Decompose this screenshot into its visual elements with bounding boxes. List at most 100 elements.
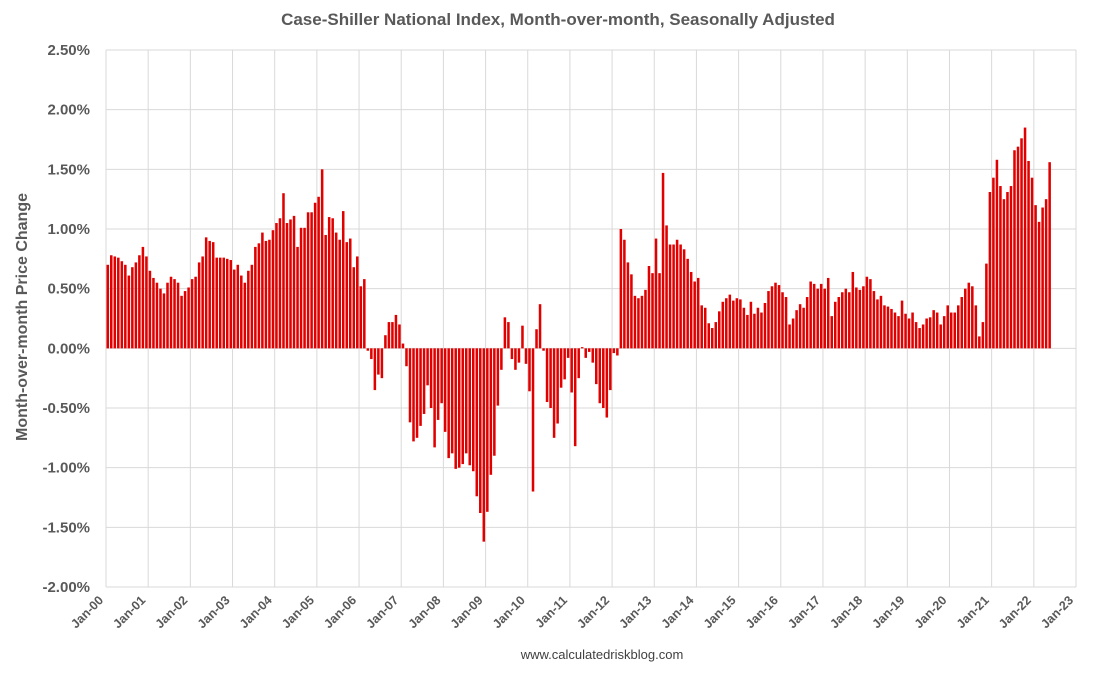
- bar: [352, 267, 356, 349]
- bar: [429, 348, 433, 408]
- bar: [545, 348, 549, 403]
- bar: [872, 291, 876, 349]
- bar: [999, 186, 1002, 349]
- y-axis-ticks: 2.50% 2.00% 1.50% 1.00% 0.50% 0.00% -0.50% -1.0…: [42, 42, 90, 596]
- bar: [289, 219, 292, 349]
- bar: [384, 335, 387, 349]
- bar: [805, 297, 809, 349]
- bar: [795, 310, 798, 349]
- x-tick-label: Jan-11: [533, 593, 570, 630]
- bar: [496, 348, 500, 406]
- bar: [166, 282, 169, 349]
- bar: [907, 318, 911, 349]
- bar: [932, 310, 935, 349]
- bar: [630, 274, 633, 349]
- bar: [117, 257, 120, 349]
- bar: [1006, 192, 1009, 349]
- bar: [826, 277, 830, 349]
- bar: [514, 348, 517, 370]
- x-tick-label: Jan-18: [827, 593, 865, 631]
- bar: [841, 292, 844, 349]
- x-tick-label: Jan-08: [406, 593, 444, 631]
- bar: [268, 239, 271, 349]
- bar: [763, 302, 767, 349]
- bar: [257, 243, 261, 349]
- y-tick-label: -1.50%: [42, 519, 90, 536]
- bar: [510, 348, 514, 360]
- x-tick-label: Jan-07: [363, 593, 401, 631]
- bar: [710, 328, 714, 349]
- bar: [672, 244, 675, 349]
- bar: [658, 273, 661, 349]
- bar: [707, 323, 710, 349]
- bar: [370, 348, 373, 360]
- bar: [549, 348, 552, 408]
- y-tick-label: 0.50%: [47, 281, 90, 298]
- bar: [366, 348, 370, 351]
- bar: [788, 324, 791, 349]
- bar: [566, 348, 570, 358]
- x-tick-label: Jan-06: [321, 593, 359, 631]
- bar: [573, 348, 577, 447]
- bar: [426, 348, 429, 386]
- bar: [964, 288, 967, 349]
- bar: [197, 262, 201, 349]
- bar: [461, 348, 464, 465]
- bar: [605, 348, 609, 418]
- bar: [180, 295, 183, 349]
- bar: [552, 348, 556, 438]
- bar: [250, 264, 254, 349]
- bar: [580, 347, 584, 349]
- bar: [464, 348, 468, 454]
- bar: [802, 307, 805, 349]
- bar: [1020, 138, 1023, 349]
- y-tick-label: 0.00%: [47, 340, 90, 357]
- bar: [798, 304, 802, 349]
- bar: [700, 305, 703, 349]
- bar: [644, 289, 647, 349]
- bar: [489, 348, 493, 475]
- bar: [247, 270, 250, 349]
- bar: [468, 348, 472, 466]
- bar: [992, 177, 995, 349]
- bar: [124, 264, 127, 349]
- bar: [848, 292, 851, 349]
- bar: [131, 267, 134, 349]
- bar: [313, 202, 317, 349]
- bar: [742, 307, 746, 349]
- source-text: www.calculatedriskblog.com: [520, 647, 684, 662]
- bar: [774, 282, 777, 349]
- bar: [904, 313, 907, 349]
- bar: [995, 159, 999, 349]
- bar: [689, 271, 693, 349]
- bar: [457, 348, 461, 468]
- bar: [176, 282, 180, 349]
- bar: [486, 348, 489, 512]
- y-tick-label: 1.50%: [47, 161, 90, 178]
- bar: [110, 255, 113, 349]
- bar: [911, 312, 914, 349]
- bar: [1013, 150, 1016, 349]
- bar: [781, 292, 784, 349]
- y-tick-label: -1.00%: [42, 460, 90, 477]
- bar: [447, 348, 450, 459]
- bar: [334, 232, 338, 349]
- bar: [809, 281, 812, 349]
- x-tick-label: Jan-13: [616, 593, 654, 631]
- bar: [946, 305, 949, 349]
- bar: [725, 298, 728, 349]
- bar: [528, 348, 531, 392]
- bar: [264, 240, 268, 349]
- bar-series: [106, 127, 1051, 542]
- bar: [721, 301, 725, 349]
- bar: [356, 256, 359, 349]
- bar: [450, 348, 454, 454]
- bar: [647, 265, 651, 349]
- bar: [651, 273, 654, 349]
- bar: [971, 286, 974, 349]
- x-tick-label: Jan-00: [68, 593, 106, 631]
- bar: [714, 322, 718, 349]
- bar: [436, 348, 440, 420]
- bar: [152, 277, 155, 349]
